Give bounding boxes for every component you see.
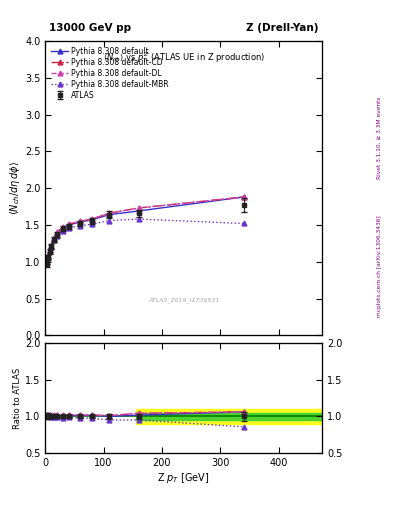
Pythia 8.308 default-CD bbox=[61, 224, 65, 230]
Pythia 8.308 default-CD bbox=[47, 247, 52, 253]
Pythia 8.308 default-MBR bbox=[47, 248, 52, 254]
Y-axis label: Ratio to ATLAS: Ratio to ATLAS bbox=[13, 368, 22, 429]
Pythia 8.308 default-CD bbox=[241, 194, 246, 200]
Pythia 8.308 default-DL bbox=[107, 210, 112, 216]
Pythia 8.308 default-CD bbox=[51, 235, 56, 241]
Pythia 8.308 default-CD bbox=[90, 216, 94, 222]
Pythia 8.308 default-CD bbox=[55, 229, 59, 236]
Pythia 8.308 default bbox=[107, 211, 112, 218]
Pythia 8.308 default-CD bbox=[136, 205, 141, 211]
Pythia 8.308 default bbox=[136, 208, 141, 214]
Pythia 8.308 default-MBR bbox=[66, 225, 71, 231]
Pythia 8.308 default-CD bbox=[78, 218, 83, 224]
Text: Z (Drell-Yan): Z (Drell-Yan) bbox=[246, 23, 318, 33]
Pythia 8.308 default-CD bbox=[107, 210, 112, 216]
Pythia 8.308 default bbox=[66, 222, 71, 228]
Pythia 8.308 default-CD bbox=[49, 243, 53, 249]
Text: $\langle N_{ch}\rangle$ vs $p_T^Z$ (ATLAS UE in Z production): $\langle N_{ch}\rangle$ vs $p_T^Z$ (ATLA… bbox=[103, 50, 265, 65]
Pythia 8.308 default-CD bbox=[46, 253, 50, 259]
Text: 13000 GeV pp: 13000 GeV pp bbox=[49, 23, 131, 33]
Line: Pythia 8.308 default-DL: Pythia 8.308 default-DL bbox=[44, 195, 246, 265]
Pythia 8.308 default-DL bbox=[55, 229, 59, 236]
Pythia 8.308 default bbox=[55, 230, 59, 236]
Pythia 8.308 default bbox=[49, 243, 53, 249]
Pythia 8.308 default bbox=[47, 247, 52, 253]
Pythia 8.308 default-DL bbox=[46, 253, 50, 259]
Pythia 8.308 default-DL bbox=[136, 205, 141, 211]
Pythia 8.308 default bbox=[46, 253, 50, 259]
Pythia 8.308 default-DL bbox=[90, 216, 94, 222]
Pythia 8.308 default-DL bbox=[44, 260, 49, 266]
Pythia 8.308 default-DL bbox=[51, 235, 56, 241]
Pythia 8.308 default bbox=[44, 260, 49, 266]
Pythia 8.308 default-MBR bbox=[241, 221, 246, 227]
Text: ATLAS_2019_I1736531: ATLAS_2019_I1736531 bbox=[148, 297, 219, 303]
Pythia 8.308 default-DL bbox=[61, 224, 65, 230]
Pythia 8.308 default-MBR bbox=[90, 221, 94, 227]
Pythia 8.308 default-MBR bbox=[44, 260, 49, 266]
Line: Pythia 8.308 default-CD: Pythia 8.308 default-CD bbox=[44, 195, 246, 265]
Pythia 8.308 default-MBR bbox=[107, 218, 112, 224]
Text: mcplots.cern.ch [arXiv:1306.3436]: mcplots.cern.ch [arXiv:1306.3436] bbox=[377, 216, 382, 317]
Pythia 8.308 default-MBR bbox=[46, 253, 50, 260]
X-axis label: Z $p_T$ [GeV]: Z $p_T$ [GeV] bbox=[158, 471, 210, 485]
Pythia 8.308 default-DL bbox=[66, 221, 71, 227]
Pythia 8.308 default bbox=[241, 194, 246, 200]
Pythia 8.308 default-CD bbox=[66, 221, 71, 227]
Pythia 8.308 default-MBR bbox=[136, 216, 141, 222]
Text: Rivet 3.1.10, ≥ 3.3M events: Rivet 3.1.10, ≥ 3.3M events bbox=[377, 97, 382, 180]
Pythia 8.308 default-MBR bbox=[49, 244, 53, 250]
Pythia 8.308 default-DL bbox=[241, 194, 246, 200]
Pythia 8.308 default bbox=[78, 219, 83, 225]
Line: Pythia 8.308 default-MBR: Pythia 8.308 default-MBR bbox=[44, 217, 246, 265]
Line: Pythia 8.308 default: Pythia 8.308 default bbox=[44, 195, 246, 265]
Pythia 8.308 default bbox=[90, 217, 94, 223]
Pythia 8.308 default-MBR bbox=[51, 238, 56, 244]
Pythia 8.308 default-DL bbox=[47, 247, 52, 253]
Pythia 8.308 default-MBR bbox=[61, 228, 65, 234]
Pythia 8.308 default-CD bbox=[44, 260, 49, 266]
Legend: Pythia 8.308 default, Pythia 8.308 default-CD, Pythia 8.308 default-DL, Pythia 8: Pythia 8.308 default, Pythia 8.308 defau… bbox=[49, 45, 171, 102]
Pythia 8.308 default-DL bbox=[49, 243, 53, 249]
Y-axis label: $\langle N_{ch}/d\eta\, d\phi\rangle$: $\langle N_{ch}/d\eta\, d\phi\rangle$ bbox=[8, 161, 22, 215]
Pythia 8.308 default bbox=[51, 236, 56, 242]
Pythia 8.308 default-MBR bbox=[78, 223, 83, 229]
Pythia 8.308 default bbox=[61, 225, 65, 231]
Pythia 8.308 default-DL bbox=[78, 218, 83, 224]
Pythia 8.308 default-MBR bbox=[55, 233, 59, 239]
